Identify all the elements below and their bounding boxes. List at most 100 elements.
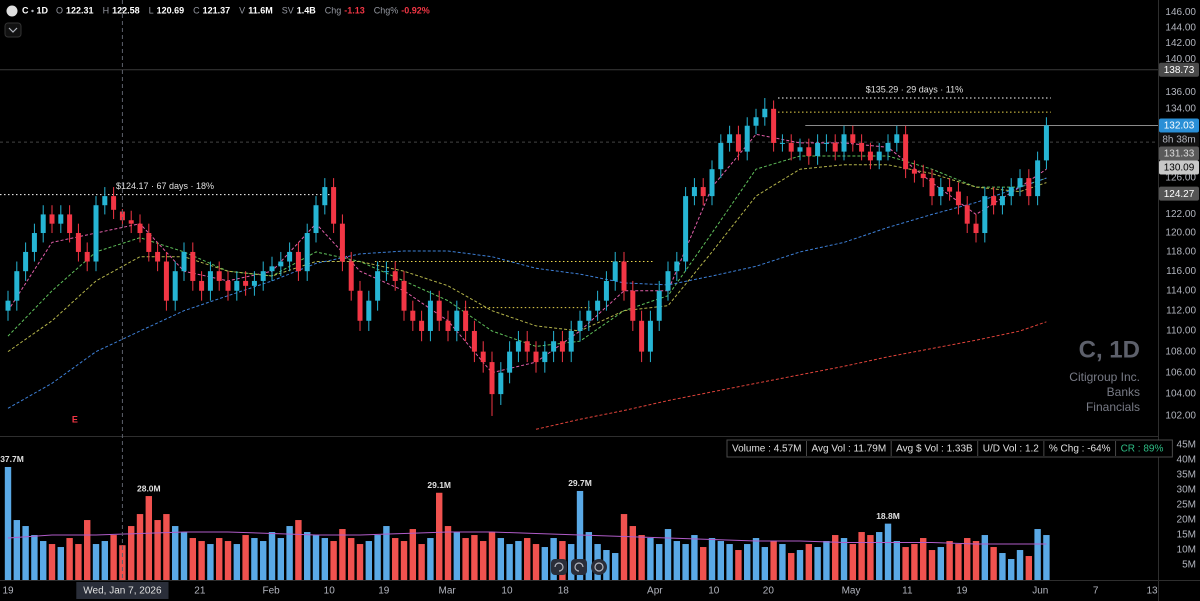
- volume-bar: [990, 547, 997, 580]
- legend-key: C: [193, 5, 200, 15]
- collapse-button[interactable]: [4, 22, 22, 38]
- volume-bar: [946, 541, 953, 580]
- volume-tick-label: 45M: [1177, 440, 1196, 451]
- volume-bar: [365, 541, 373, 580]
- volume-bar: [858, 532, 865, 580]
- volume-bar: [444, 526, 452, 580]
- volume-bar: [920, 538, 927, 580]
- sector: Financials: [1086, 400, 1140, 414]
- volume-bar: [348, 538, 355, 580]
- legend-value: 121.37: [203, 5, 231, 15]
- volume-bar: [409, 529, 417, 580]
- candle-body: [1043, 125, 1049, 161]
- volume-bar: [163, 514, 170, 580]
- volume-average: [7, 531, 1047, 545]
- y-tick-label: 136.00: [1165, 87, 1196, 98]
- candle-body: [859, 142, 865, 152]
- volume-bar: [506, 544, 513, 580]
- volume-bar: [453, 532, 461, 580]
- volume-bar: [400, 541, 408, 580]
- volume-bar: [867, 535, 874, 580]
- volume-bar: [744, 544, 751, 580]
- candle-body: [929, 178, 935, 197]
- candle-body: [49, 214, 55, 224]
- candle-body: [595, 300, 601, 311]
- price-marker: [1159, 146, 1199, 161]
- candle-body: [577, 320, 583, 331]
- y-tick-label: 118.00: [1166, 247, 1196, 258]
- candle-body: [639, 320, 645, 352]
- volume-bar: [928, 550, 936, 580]
- volume-bar: [4, 466, 12, 580]
- y-tick-label: 102.00: [1165, 411, 1196, 422]
- volume-bar: [22, 526, 29, 580]
- candle-body: [480, 351, 486, 363]
- candle-body: [647, 320, 653, 352]
- volume-bar: [321, 538, 329, 580]
- legend-value: 11.6M: [248, 5, 273, 15]
- x-tick-label: 19: [956, 586, 968, 597]
- candle-body: [304, 233, 310, 272]
- x-tick-label: 11: [902, 586, 913, 597]
- volume-tick-label: 35M: [1177, 470, 1196, 481]
- volume-bar: [647, 538, 654, 580]
- volume-bar: [964, 538, 971, 580]
- undo-button[interactable]: [551, 559, 567, 575]
- volume-bar: [418, 544, 425, 580]
- volume-bar: [304, 532, 311, 580]
- volume-bar: [189, 538, 197, 580]
- volume-bar: [761, 547, 769, 580]
- volume-bar: [488, 532, 496, 580]
- volume-bar: [893, 541, 901, 580]
- candle-body: [841, 134, 847, 152]
- volume-bar: [1043, 535, 1050, 580]
- volume-bar: [999, 553, 1006, 580]
- candle-body: [199, 280, 205, 291]
- symbol-logo: [6, 5, 18, 17]
- candle-body: [1035, 160, 1041, 197]
- volume-bar: [75, 544, 82, 580]
- candle-body: [779, 142, 785, 144]
- volume-tick-label: 25M: [1177, 500, 1196, 511]
- redo-button[interactable]: [571, 559, 587, 575]
- candle-body: [551, 341, 557, 352]
- volume-bar: [532, 544, 540, 580]
- volume-bar: [110, 535, 117, 580]
- volume-bar: [48, 544, 56, 580]
- candle-body: [753, 117, 759, 126]
- volume-label: 28.0M: [137, 483, 161, 493]
- company-name: Citigroup Inc.: [1069, 370, 1140, 384]
- volume-bar: [911, 544, 918, 580]
- candle-body: [410, 310, 416, 321]
- volume-bar: [884, 523, 892, 580]
- volume-label: 37.7M: [0, 454, 24, 464]
- candle-body: [630, 290, 636, 321]
- volume-bar: [286, 526, 293, 580]
- candle-body: [287, 251, 293, 262]
- stats-item: Avg Vol : 11.79M: [811, 444, 886, 455]
- candle-body: [744, 125, 750, 152]
- candle-body: [155, 251, 161, 262]
- x-tick-label: 18: [558, 586, 570, 597]
- volume-bar: [840, 538, 848, 580]
- volume-bar: [832, 535, 839, 580]
- volume-bar: [805, 544, 813, 580]
- volume-bar: [497, 538, 505, 580]
- y-tick-label: 110.00: [1166, 326, 1196, 337]
- candle-body: [999, 196, 1005, 206]
- volume-bar: [735, 550, 742, 580]
- volume-bar: [902, 547, 909, 580]
- volume-bar: [330, 541, 337, 580]
- candle-body: [533, 351, 539, 363]
- reset-button[interactable]: [591, 559, 607, 575]
- volume-bar: [849, 544, 857, 580]
- candle-body: [727, 134, 733, 143]
- x-tick-label: 19: [2, 586, 14, 597]
- volume-bar: [101, 541, 109, 580]
- stats-box: [726, 439, 1173, 458]
- volume-bar: [541, 547, 549, 580]
- candle-body: [709, 169, 715, 197]
- x-tick-label: 19: [378, 586, 390, 597]
- legend-value: 120.69: [157, 5, 185, 15]
- candle-body: [146, 233, 152, 252]
